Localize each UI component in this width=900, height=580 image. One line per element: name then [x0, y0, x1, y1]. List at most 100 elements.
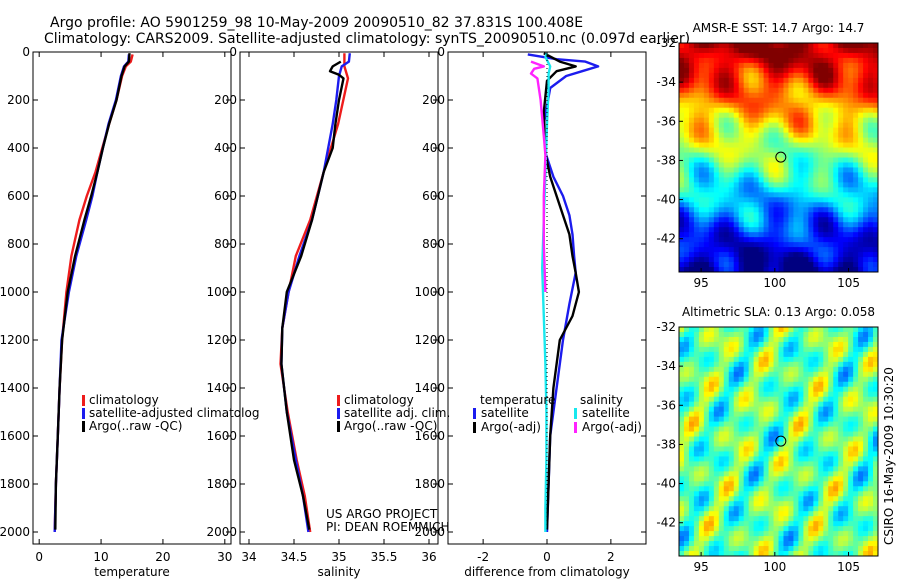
- heatmap-cell: [863, 491, 869, 497]
- heatmap-cell: [813, 237, 819, 243]
- heatmap-cell: [838, 461, 844, 467]
- heatmap-cell: [828, 57, 834, 64]
- heatmap-cell: [838, 481, 844, 487]
- heatmap-cell: [788, 67, 794, 74]
- heatmap-cell: [863, 441, 869, 447]
- heatmap-cell: [718, 72, 725, 79]
- heatmap-cell: [848, 157, 854, 163]
- heatmap-cell: [853, 526, 859, 532]
- heatmap-cell: [858, 506, 864, 512]
- heatmap-cell: [753, 202, 760, 208]
- heatmap-cell: [773, 212, 779, 218]
- heatmap-cell: [738, 237, 745, 243]
- heatmap-cell: [793, 242, 799, 248]
- heatmap-cell: [848, 47, 854, 54]
- heatmap-cell: [863, 356, 869, 363]
- heatmap-cell: [718, 361, 725, 368]
- heatmap-cell: [713, 92, 720, 99]
- heatmap-cell: [858, 52, 864, 59]
- heatmap-cell: [818, 411, 824, 418]
- heatmap-cell: [743, 192, 750, 198]
- heatmap-cell: [873, 541, 879, 547]
- heatmap-cell: [813, 252, 819, 258]
- heatmap-cell: [763, 57, 769, 64]
- heatmap-cell: [753, 152, 760, 158]
- heatmap-cell: [813, 351, 819, 358]
- heatmap-cell: [848, 247, 854, 253]
- heatmap-cell: [828, 147, 834, 153]
- heatmap-cell: [788, 446, 794, 452]
- heatmap-cell: [718, 237, 725, 243]
- heatmap-cell: [788, 127, 794, 134]
- heatmap-cell: [783, 431, 789, 437]
- heatmap-cell: [768, 202, 774, 208]
- heatmap-cell: [813, 456, 819, 462]
- heatmap-cell: [778, 162, 784, 168]
- heatmap-cell: [753, 92, 760, 99]
- heatmap-cell: [679, 391, 685, 398]
- heatmap-cell: [743, 381, 750, 388]
- heatmap-cell: [818, 82, 824, 89]
- heatmap-cell: [703, 237, 710, 243]
- heatmap-cell: [863, 112, 869, 119]
- heatmap-cell: [723, 366, 730, 373]
- heatmap-cell: [679, 237, 685, 243]
- heatmap-cell: [738, 232, 745, 238]
- heatmap-cell: [698, 177, 705, 183]
- heatmap-cell: [679, 202, 685, 208]
- heatmap-cell: [723, 476, 730, 482]
- heatmap-cell: [728, 521, 735, 527]
- heatmap-cell: [863, 212, 869, 218]
- heatmap-cell: [753, 197, 760, 203]
- heatmap-cell: [683, 511, 690, 517]
- heatmap-cell: [788, 406, 794, 413]
- heatmap-cell: [823, 222, 829, 228]
- heatmap-cell: [733, 506, 740, 512]
- heatmap-cell: [728, 476, 735, 482]
- heatmap-cell: [863, 237, 869, 243]
- heatmap-cell: [863, 371, 869, 378]
- heatmap-cell: [763, 232, 769, 238]
- heatmap-cell: [853, 471, 859, 477]
- heatmap-cell: [783, 441, 789, 447]
- heatmap-cell: [873, 521, 879, 527]
- heatmap-cell: [813, 386, 819, 393]
- heatmap-cell: [713, 62, 720, 69]
- heatmap-cell: [688, 366, 695, 373]
- heatmap-cell: [763, 167, 769, 173]
- heatmap-cell: [773, 336, 779, 343]
- heatmap-cell: [833, 436, 839, 442]
- heatmap-cell: [748, 341, 755, 348]
- heatmap-cell: [838, 356, 844, 363]
- heatmap-cell: [743, 162, 750, 168]
- heatmap-cell: [778, 192, 784, 198]
- heatmap-cell: [868, 92, 874, 99]
- heatmap-cell: [823, 172, 829, 178]
- heatmap-cell: [838, 486, 844, 492]
- heatmap-cell: [793, 541, 799, 547]
- heatmap-cell: [688, 416, 695, 422]
- heatmap-cell: [823, 456, 829, 462]
- heatmap-cell: [679, 496, 685, 502]
- heatmap-cell: [743, 167, 750, 173]
- heatmap-cell: [843, 516, 849, 522]
- heatmap-cell: [828, 456, 834, 462]
- heatmap-cell: [808, 242, 814, 248]
- heatmap-cell: [683, 157, 690, 163]
- axes-frame: [32, 51, 232, 545]
- heatmap-cell: [758, 102, 764, 109]
- heatmap-cell: [698, 351, 705, 358]
- heatmap-cell: [823, 242, 829, 248]
- heatmap-cell: [743, 481, 750, 487]
- heatmap-cell: [813, 162, 819, 168]
- heatmap-cell: [788, 356, 794, 363]
- heatmap-cell: [858, 192, 864, 198]
- heatmap-cell: [748, 331, 755, 338]
- heatmap-cell: [818, 536, 824, 542]
- heatmap-cell: [818, 192, 824, 198]
- heatmap-cell: [763, 162, 769, 168]
- heatmap-cell: [838, 62, 844, 69]
- heatmap-cell: [718, 142, 725, 148]
- heatmap-cell: [763, 242, 769, 248]
- heatmap-cell: [708, 386, 715, 393]
